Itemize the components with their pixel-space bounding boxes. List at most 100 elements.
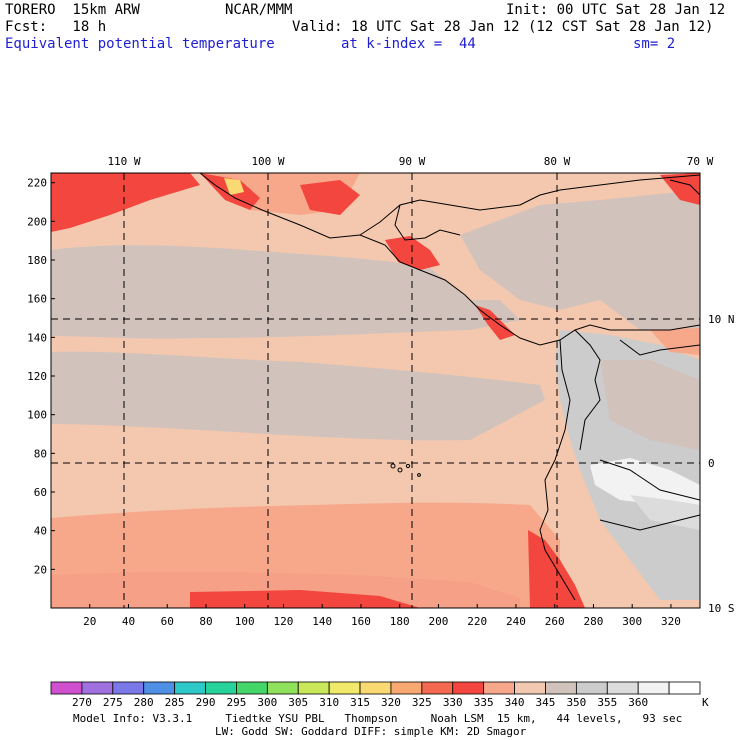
colorbar: 270 275 280 285 290 295 300 305 310 315 320 325 330 3… bbox=[50, 681, 709, 709]
colorbar-swatch bbox=[637, 681, 670, 695]
colorbar-unit: K bbox=[702, 696, 709, 709]
colorbar-label: 335 bbox=[474, 696, 494, 709]
warm-band-south-2 bbox=[51, 571, 520, 608]
y-axis: 220 200 180 160 140 120 100 80 60 40 20 bbox=[27, 177, 55, 576]
amazon-warm bbox=[600, 360, 700, 450]
latitude-label: 0 bbox=[708, 457, 715, 470]
latitude-labels: 10 N 0 10 S bbox=[708, 313, 735, 615]
colorbar-label: 275 bbox=[103, 696, 123, 709]
colorbar-label: 285 bbox=[165, 696, 185, 709]
hot-spot-south bbox=[190, 590, 420, 608]
grey-caribbean bbox=[460, 190, 700, 330]
longitude-label: 70 W bbox=[687, 155, 714, 168]
latitude-label: 10 S bbox=[708, 602, 735, 615]
colorbar-label: 345 bbox=[536, 696, 556, 709]
x-tick-label: 260 bbox=[545, 615, 565, 628]
field-name: Equivalent potential temperature bbox=[5, 36, 275, 52]
y-tick-label: 100 bbox=[27, 409, 47, 422]
x-tick-label: 80 bbox=[199, 615, 212, 628]
x-tick-label: 100 bbox=[235, 615, 255, 628]
high-andes-cool bbox=[590, 458, 700, 510]
y-tick-label: 180 bbox=[27, 254, 47, 267]
colorbar-swatch bbox=[668, 681, 701, 695]
nw-warm bbox=[51, 173, 360, 215]
colorbar-label: 325 bbox=[412, 696, 432, 709]
colorbar-label: 270 bbox=[72, 696, 92, 709]
longitude-label: 100 W bbox=[251, 155, 284, 168]
colorbar-label: 300 bbox=[257, 696, 277, 709]
mexico-hot-core bbox=[224, 178, 244, 195]
colorbar-label: 305 bbox=[288, 696, 308, 709]
y-tick-label: 220 bbox=[27, 177, 47, 190]
y-tick-label: 200 bbox=[27, 215, 47, 228]
forecast-hour: Fcst: 18 h bbox=[5, 19, 107, 35]
latitude-label: 10 N bbox=[708, 313, 735, 326]
colorbar-swatch bbox=[328, 681, 361, 695]
org-label: NCAR/MMM bbox=[225, 2, 293, 18]
colorbar-swatch bbox=[205, 681, 237, 695]
longitude-label: 90 W bbox=[399, 155, 426, 168]
colorbar-swatch bbox=[112, 681, 145, 695]
x-tick-label: 60 bbox=[161, 615, 174, 628]
x-tick-label: 20 bbox=[83, 615, 96, 628]
longitude-label: 80 W bbox=[544, 155, 571, 168]
y-tick-label: 140 bbox=[27, 331, 47, 344]
coastlines bbox=[199, 173, 700, 601]
init-time: Init: 00 UTC Sat 28 Jan 12 bbox=[506, 2, 726, 18]
x-tick-label: 220 bbox=[467, 615, 487, 628]
gulf-hot bbox=[300, 180, 360, 215]
smoothing-label: sm= 2 bbox=[633, 36, 676, 52]
map-frame bbox=[50, 172, 701, 609]
model-label: TORERO 15km ARW bbox=[5, 2, 140, 18]
colorbar-swatch bbox=[483, 681, 515, 695]
physics-info: LW: Godd SW: Goddard DIFF: simple KM: 2D… bbox=[215, 725, 527, 738]
colorbar-swatch bbox=[514, 681, 546, 695]
colorbar-label: 360 bbox=[628, 696, 648, 709]
y-tick-label: 160 bbox=[27, 293, 47, 306]
colorbar-swatch bbox=[143, 681, 176, 695]
colorbar-swatch bbox=[390, 681, 423, 695]
ne-hot bbox=[660, 173, 700, 205]
latlon-grid bbox=[51, 173, 700, 608]
colorbar-label: 310 bbox=[319, 696, 339, 709]
longitude-labels: 110 W 100 W 90 W 80 W 70 W bbox=[107, 155, 713, 168]
colorbar-label: 350 bbox=[566, 696, 586, 709]
colorbar-label: 355 bbox=[597, 696, 617, 709]
colorbar-swatch bbox=[545, 681, 577, 695]
colorbar-swatch bbox=[421, 681, 454, 695]
colorbar-label: 280 bbox=[134, 696, 154, 709]
colorbar-label: 320 bbox=[381, 696, 401, 709]
y-tick-label: 120 bbox=[27, 370, 47, 383]
colorbar-swatch bbox=[359, 681, 392, 695]
valid-time: Valid: 18 UTC Sat 28 Jan 12 (12 CST Sat … bbox=[292, 19, 714, 35]
colorbar-label: 315 bbox=[350, 696, 370, 709]
venezuela-warm bbox=[650, 328, 700, 355]
y-tick-label: 40 bbox=[34, 525, 47, 538]
colorbar-label: 340 bbox=[505, 696, 525, 709]
x-tick-label: 160 bbox=[351, 615, 371, 628]
colorbar-label: 295 bbox=[226, 696, 246, 709]
colorbar-swatch bbox=[81, 681, 114, 695]
colorbar-swatch bbox=[606, 681, 639, 695]
x-tick-label: 280 bbox=[584, 615, 604, 628]
model-info: Model Info: V3.3.1 Tiedtke YSU PBL Thomp… bbox=[73, 712, 683, 725]
colorbar-swatch bbox=[575, 681, 608, 695]
colorbar-swatch bbox=[266, 681, 299, 695]
x-tick-label: 320 bbox=[661, 615, 681, 628]
colorbar-swatch bbox=[50, 681, 83, 695]
x-tick-label: 200 bbox=[429, 615, 449, 628]
guatemala-hot bbox=[385, 236, 440, 270]
y-tick-label: 60 bbox=[34, 486, 47, 499]
high-andes-grey bbox=[630, 495, 700, 530]
grey-band-middle bbox=[51, 351, 545, 441]
y-tick-label: 20 bbox=[34, 563, 47, 576]
grey-band-inner bbox=[180, 298, 460, 329]
nw-hot bbox=[51, 173, 200, 232]
colorbar-swatch bbox=[174, 681, 206, 695]
longitude-label: 110 W bbox=[107, 155, 140, 168]
x-tick-label: 40 bbox=[122, 615, 135, 628]
x-tick-label: 180 bbox=[390, 615, 410, 628]
x-tick-label: 240 bbox=[506, 615, 526, 628]
colorbar-swatch bbox=[297, 681, 330, 695]
colorbar-label: 330 bbox=[443, 696, 463, 709]
